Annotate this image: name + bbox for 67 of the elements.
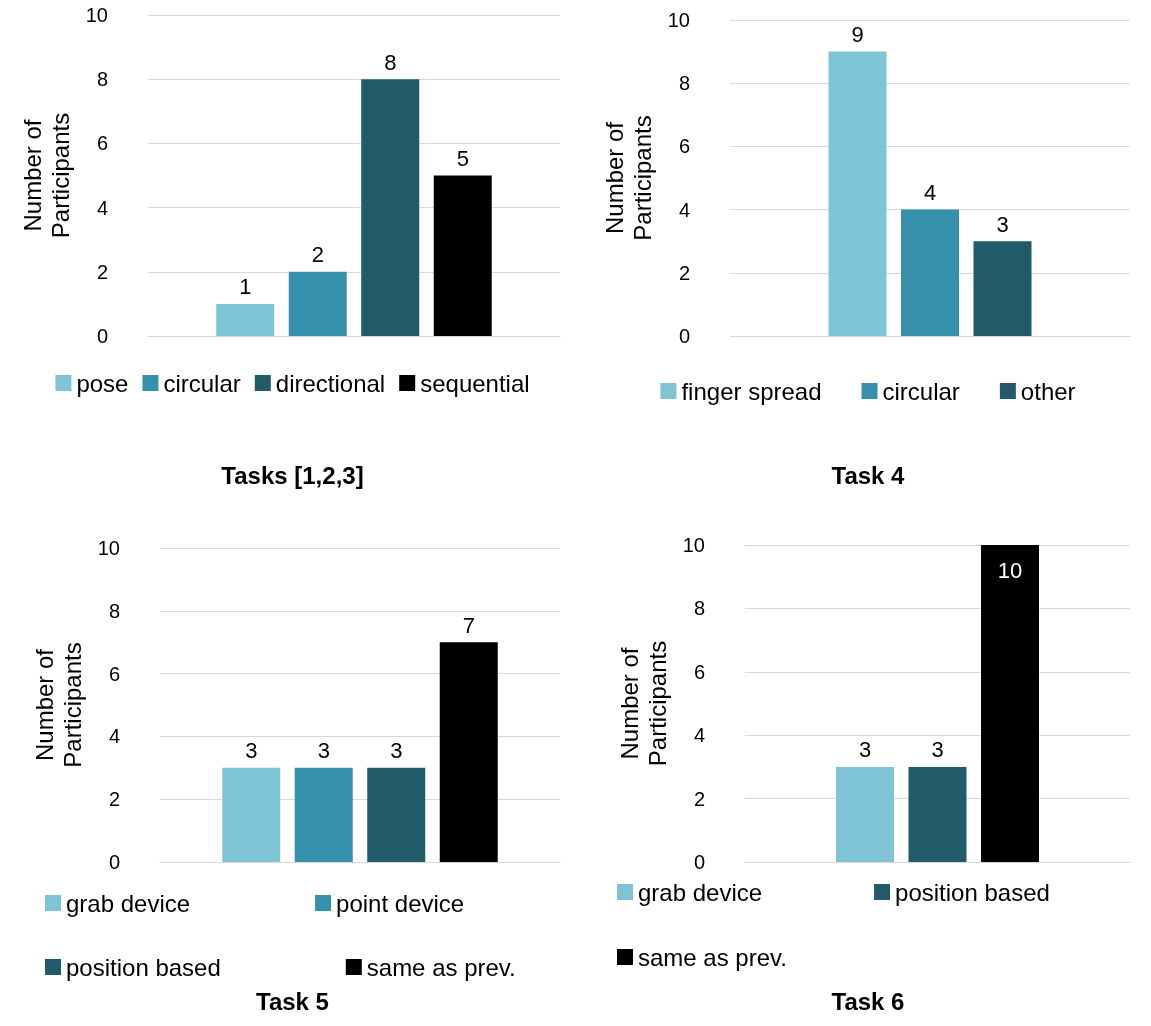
y-tick-label: 4 [678, 198, 690, 221]
y-tick-label: 4 [693, 724, 705, 747]
legend-label: grab device [66, 889, 191, 917]
data-label: 9 [851, 22, 864, 48]
bar [216, 303, 275, 336]
y-tick-label: 6 [108, 662, 120, 685]
y-tick-label: 0 [678, 325, 690, 347]
y-tick-label: 10 [667, 9, 690, 31]
y-tick-label: 0 [693, 851, 705, 873]
y-tick-label: 6 [693, 660, 705, 683]
y-tick-label: 6 [96, 132, 108, 155]
data-label: 3 [317, 738, 330, 764]
y-tick-label: 0 [108, 851, 120, 873]
data-label: 3 [996, 211, 1009, 237]
data-label: 7 [462, 612, 475, 638]
legend-label: directional [275, 369, 386, 397]
bar [973, 241, 1032, 336]
legend-label: grab device [638, 878, 763, 906]
legend-label: same as prev. [366, 953, 516, 981]
y-axis-title: Number of Participants [616, 640, 672, 767]
y-axis-title: Number of Participants [31, 642, 87, 768]
y-tick-label: 10 [85, 4, 108, 26]
legend-label: circular [882, 377, 960, 405]
y-tick-label: 2 [693, 787, 705, 810]
bar [828, 51, 887, 336]
y-tick-label: 4 [108, 725, 120, 748]
legend-label: circular [163, 369, 241, 397]
y-tick-label: 6 [678, 135, 690, 158]
y-tick-label: 2 [108, 788, 120, 811]
y-tick-label: 8 [693, 597, 705, 620]
text: Task 5 [256, 987, 329, 1015]
y-tick-label: 8 [678, 72, 690, 95]
y-axis-title: Number of Participants [601, 115, 657, 241]
data-label: 8 [384, 49, 397, 75]
y-tick-label: 8 [96, 68, 108, 91]
text: Task 6 [831, 987, 905, 1015]
y-tick-label: 10 [682, 534, 705, 556]
bar [288, 271, 347, 336]
data-label: 2 [311, 242, 324, 268]
data-label: 10 [997, 557, 1023, 583]
data-label: 3 [390, 738, 403, 764]
legend-label: position based [895, 878, 1050, 906]
data-label: 3 [858, 737, 872, 763]
text: Task 4 [831, 461, 906, 489]
legend-label: position based [66, 953, 221, 981]
bar [901, 209, 959, 336]
legend-label: other [1020, 377, 1076, 405]
legend-label: point device [336, 889, 465, 917]
legend-label: same as prev. [638, 943, 787, 971]
data-label: 3 [245, 738, 258, 764]
y-tick-label: 10 [97, 537, 120, 559]
legend-label: sequential [420, 369, 530, 397]
y-tick-label: 2 [678, 261, 690, 284]
legend-label: pose [76, 369, 129, 397]
y-tick-label: 2 [96, 260, 108, 283]
y-axis-title: Number of Participants [19, 112, 75, 239]
bar [433, 175, 492, 336]
data-label: 5 [456, 146, 469, 171]
legend-label: finger spread [681, 377, 822, 405]
y-tick-label: 8 [108, 599, 120, 622]
data-label: 3 [931, 737, 944, 763]
data-label: 1 [239, 274, 252, 300]
y-tick-label: 4 [96, 196, 108, 219]
text: Tasks [1,2,3] [221, 461, 364, 489]
data-label: 4 [923, 180, 937, 206]
y-tick-label: 0 [96, 325, 108, 347]
bar [361, 79, 420, 336]
